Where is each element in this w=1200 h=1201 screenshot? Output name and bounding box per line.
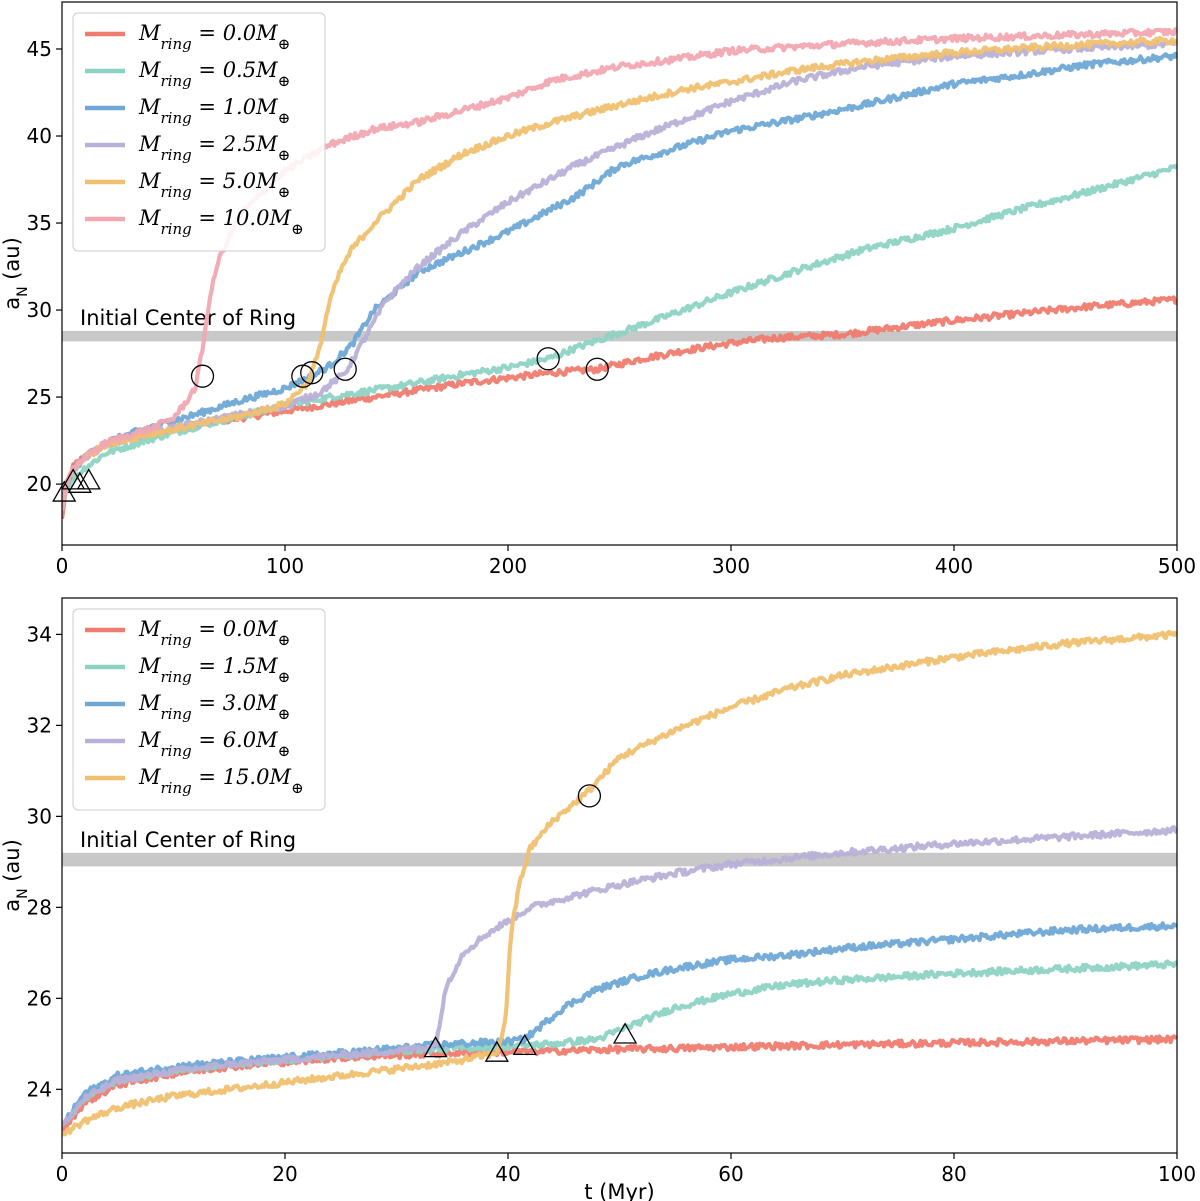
y-tick-label: 20 — [27, 472, 52, 496]
series-line-4 — [62, 629, 1177, 1137]
onset-triangle-marker — [612, 1022, 638, 1044]
x-axis-title: t (Myr) — [584, 1180, 654, 1201]
series-line-0 — [62, 1034, 1177, 1132]
legend-entry: Mring = 10.0M⊕ — [138, 206, 304, 238]
crossing-circle-marker — [585, 357, 609, 381]
top-panel: Initial Center of Ring 0 100 200 300 400 500 20… — [0, 1, 1196, 578]
y-tick-label: 25 — [27, 385, 52, 409]
crossing-circle-marker — [333, 357, 357, 381]
plot-frame — [61, 597, 1178, 1154]
y-tick-label: 32 — [27, 713, 52, 737]
series-line-4 — [62, 35, 1177, 511]
x-tick-label: 40 — [495, 1162, 520, 1186]
y-tick-label: 45 — [27, 37, 52, 61]
legend-entry: Mring = 0.0M⊕ — [138, 617, 290, 649]
legend-entry: Mring = 5.0M⊕ — [138, 169, 290, 201]
y-tick-label: 30 — [27, 298, 52, 322]
y-axis-title: aN (au) — [0, 839, 31, 912]
legend-entry: Mring = 0.0M⊕ — [138, 21, 290, 53]
x-tick-label: 100 — [1158, 1162, 1196, 1186]
x-tick-label: 60 — [718, 1162, 743, 1186]
ring-center-label: Initial Center of Ring — [80, 828, 296, 852]
legend-entry: Mring = 3.0M⊕ — [138, 691, 290, 723]
series-line-2 — [62, 51, 1177, 511]
x-tick-label: 80 — [941, 1162, 966, 1186]
bottom-panel: Initial Center of Ring 0 20 40 60 80 100 24 26 28… — [0, 597, 1196, 1201]
x-tick-label: 0 — [56, 554, 69, 578]
onset-triangle-marker — [76, 468, 101, 490]
legend-box — [72, 608, 326, 811]
crossing-circle-marker — [300, 361, 324, 385]
y-tick-label: 40 — [27, 124, 52, 148]
x-tick-label: 100 — [266, 554, 304, 578]
x-tick-label: 500 — [1158, 554, 1196, 578]
legend-entry: Mring = 1.0M⊕ — [138, 95, 290, 127]
x-tick-label: 20 — [272, 1162, 297, 1186]
x-tick-label: 200 — [489, 554, 527, 578]
legend-entry: Mring = 2.5M⊕ — [138, 132, 290, 164]
legend-entry: Mring = 0.5M⊕ — [138, 58, 290, 90]
y-tick-label: 34 — [27, 622, 52, 646]
y-tick-label: 28 — [27, 895, 52, 919]
onset-triangle-marker — [512, 1033, 537, 1055]
legend-entry: Mring = 6.0M⊕ — [138, 728, 290, 760]
crossing-circle-marker — [536, 347, 560, 371]
y-tick-label: 26 — [27, 986, 52, 1010]
onset-triangle-marker — [61, 468, 86, 490]
onset-triangle-marker — [67, 471, 92, 493]
onset-triangle-marker — [484, 1040, 509, 1062]
x-tick-label: 400 — [935, 554, 973, 578]
y-tick-label: 35 — [27, 211, 52, 235]
x-tick-label: 300 — [712, 554, 750, 578]
plot-frame — [61, 1, 1178, 546]
y-tick-label: 30 — [27, 804, 52, 828]
legend-box — [72, 12, 326, 252]
legend-entry: Mring = 15.0M⊕ — [138, 765, 304, 797]
ring-center-band — [62, 852, 1177, 867]
crossing-circle-marker — [291, 364, 315, 388]
y-tick-label: 24 — [27, 1077, 52, 1101]
series-line-3 — [62, 824, 1177, 1127]
crossing-circle-marker — [577, 784, 602, 808]
x-tick-label: 0 — [56, 1162, 69, 1186]
onset-triangle-marker — [423, 1036, 448, 1058]
crossing-circle-marker — [190, 364, 215, 388]
legend-entry: Mring = 1.5M⊕ — [138, 654, 290, 686]
ring-center-label: Initial Center of Ring — [80, 306, 296, 330]
series-line-2 — [62, 921, 1177, 1127]
y-axis-title: aN (au) — [0, 237, 31, 310]
